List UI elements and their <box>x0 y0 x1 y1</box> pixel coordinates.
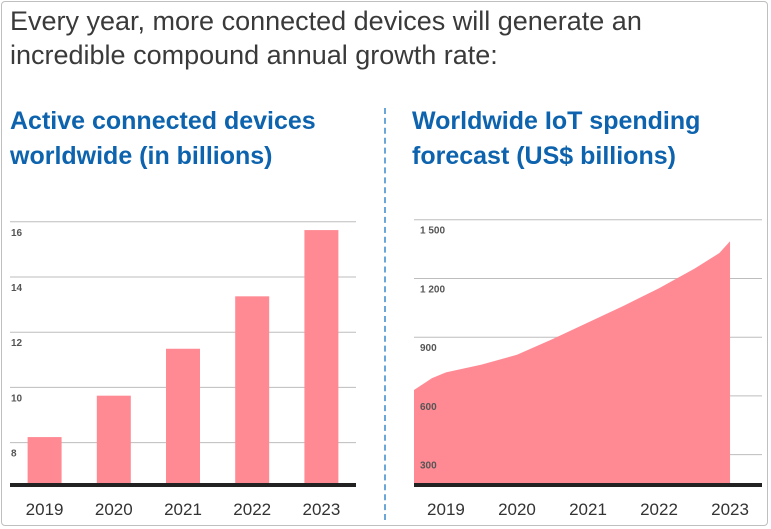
x-tick-label: 2021 <box>164 500 202 519</box>
x-tick-label: 2020 <box>498 500 536 519</box>
dashed-divider <box>384 108 386 520</box>
y-tick-label: 16 <box>11 228 23 239</box>
y-tick-label: 900 <box>420 343 437 354</box>
x-tick-label: 2019 <box>26 500 64 519</box>
bar-2023 <box>304 230 339 484</box>
y-tick-label: 600 <box>420 402 437 413</box>
bar-2020 <box>96 395 131 484</box>
y-tick-label: 12 <box>11 338 23 349</box>
y-tick-label: 1 200 <box>420 284 445 295</box>
x-tick-label: 2023 <box>711 500 749 519</box>
bar-2019 <box>27 437 62 484</box>
x-tick-label: 2022 <box>640 500 678 519</box>
area-chart-title: Worldwide IoT spending forecast (US$ bil… <box>412 107 701 170</box>
x-tick-label: 2022 <box>233 500 271 519</box>
x-tick-label: 2023 <box>302 500 340 519</box>
bar-2021 <box>166 348 200 484</box>
bar-2022 <box>235 296 270 484</box>
bar-chart-title: Active connected devices worldwide (in b… <box>10 107 316 170</box>
x-tick-label: 2020 <box>95 500 133 519</box>
x-tick-label: 2019 <box>427 500 465 519</box>
spending-area <box>414 241 731 484</box>
y-tick-label: 8 <box>11 449 17 460</box>
y-tick-label: 300 <box>420 461 437 472</box>
y-tick-label: 1 500 <box>420 226 445 237</box>
y-tick-label: 10 <box>11 393 23 404</box>
headline: Every year, more connected devices will … <box>10 6 642 70</box>
y-tick-label: 14 <box>11 283 23 294</box>
x-tick-label: 2021 <box>569 500 607 519</box>
